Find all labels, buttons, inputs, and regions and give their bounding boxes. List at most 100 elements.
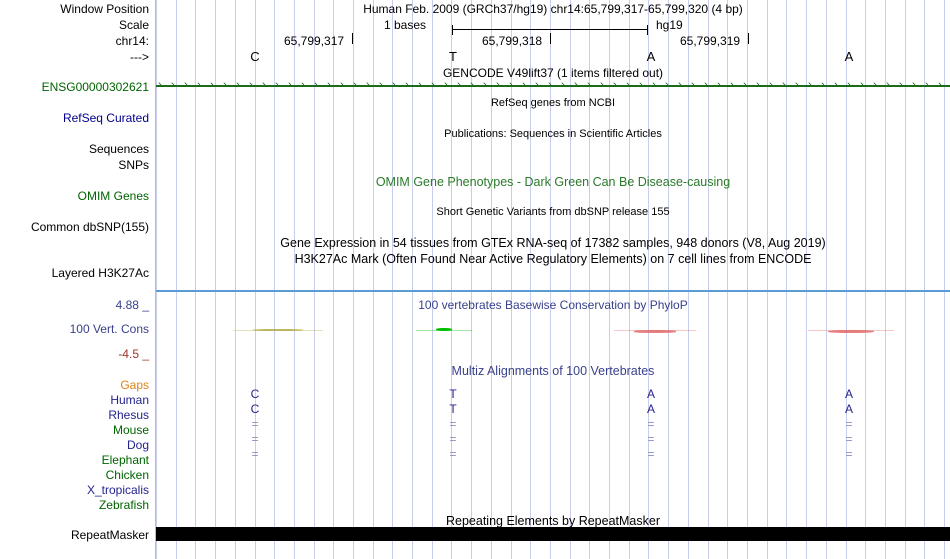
ruler-coord-1: 65,799,318 [482,34,543,48]
gene-strand-arrow-icon: › [288,79,292,91]
gene-strand-arrow-icon: › [431,79,435,91]
sidebar-item-gaps[interactable]: Gaps [120,378,149,392]
gene-strand-arrow-icon: › [665,79,669,91]
track-content-area: Human Feb. 2009 (GRCh37/hg19) chr14:65,7… [156,0,950,559]
alignment-base-x_tropicalis [445,477,461,492]
gene-strand-arrow-icon: › [535,79,539,91]
gene-strand-arrow-icon: › [483,79,487,91]
sidebar-item-species-x-tropicalis[interactable]: X_tropicalis [86,483,149,497]
cons-axis-max: 4.88 _ [115,298,149,312]
ruler-coord-tick-2 [748,33,749,44]
gene-strand-arrow-icon: › [860,79,864,91]
sidebar-item-species-dog[interactable]: Dog [126,438,149,452]
ruler-coord-0: 65,799,317 [284,34,345,48]
sidebar-item-omim-genes[interactable]: OMIM Genes [77,189,149,203]
alignment-base-elephant: = [251,447,259,461]
gene-strand-arrow-icon: › [561,79,565,91]
gene-line [156,85,950,87]
sidebar-item-snps[interactable]: SNPs [118,158,149,172]
gene-strand-arrow-icon: › [873,79,877,91]
label-chromosome: chr14: [115,34,149,48]
track-title-publications: Publications: Sequences in Scientific Ar… [444,128,662,140]
alignment-base-x_tropicalis [643,477,659,492]
alignment-base-human: A [646,387,655,401]
gene-strand-arrow-icon: › [301,79,305,91]
ruler-coord-tick-0 [352,33,353,44]
alignment-base-human: C [250,387,260,401]
alignment-base-x_tropicalis [247,477,263,492]
alignment-base-elephant: = [845,447,853,461]
sidebar-item-species-elephant[interactable]: Elephant [101,453,149,467]
sidebar-item-species-human[interactable]: Human [110,393,149,407]
sidebar-item-common-dbsnp[interactable]: Common dbSNP(155) [30,220,149,234]
alignment-base-chicken [841,462,857,477]
gene-strand-arrow-icon: › [366,79,370,91]
gene-strand-arrow-icon: › [639,79,643,91]
repeatmasker-feature-bar[interactable] [156,527,950,541]
sidebar-item-layered-h3k27ac[interactable]: Layered H3K27Ac [51,266,149,280]
label-window-position: Window Position [60,2,149,16]
track-title-refseq: RefSeq genes from NCBI [490,97,616,109]
sidebar-item-gencode-gene[interactable]: ENSG00000302621 [41,80,149,94]
gene-strand-arrow-icon: › [847,79,851,91]
track-title-gtex: Gene Expression in 54 tissues from GTEx … [280,236,826,250]
gencode-gene-strand-track[interactable]: › › › › › › › › › › › › › › › › › › › › › › › › › › › › › › › › › › › › › › › ›… [156,79,950,92]
gene-strand-arrow-icon: › [756,79,760,91]
alignment-base-elephant: = [647,447,655,461]
gene-strand-arrow-icon: › [314,79,318,91]
ruler-base-2: A [646,49,656,64]
gene-strand-arrow-icon: › [327,79,331,91]
alignment-base-zebrafish [445,492,461,507]
gene-strand-arrow-icon: › [743,79,747,91]
alignment-column: C C = = = [247,387,263,507]
sidebar-item-species-rhesus[interactable]: Rhesus [108,408,149,422]
gene-strand-arrow-icon: › [587,79,591,91]
track-title-repeatmasker: Repeating Elements by RepeatMasker [445,514,660,528]
gene-strand-arrow-icon: › [262,79,266,91]
alignment-base-dog: = [449,432,457,446]
gene-strand-arrow-icon: › [613,79,617,91]
sidebar-item-species-chicken[interactable]: Chicken [105,468,149,482]
alignment-base-mouse: = [449,417,457,431]
gene-strand-arrow-icon: › [223,79,227,91]
track-title-omim: OMIM Gene Phenotypes - Dark Green Can Be… [375,175,731,189]
track-title-gencode: GENCODE V49lift37 (1 items filtered out) [442,66,664,80]
track-title-multiz: Multiz Alignments of 100 Vertebrates [451,364,655,378]
gene-strand-arrow-icon: › [210,79,214,91]
gene-strand-arrow-icon: › [938,79,942,91]
gene-strand-arrow-icon: › [574,79,578,91]
sidebar-item-repeatmasker[interactable]: RepeatMasker [70,528,149,542]
alignment-base-mouse: = [647,417,655,431]
gene-strand-arrow-icon: › [548,79,552,91]
gene-strand-arrow-icon: › [522,79,526,91]
gene-strand-arrow-icon: › [899,79,903,91]
gene-strand-arrow-icon: › [717,79,721,91]
alignment-base-dog: = [845,432,853,446]
label-scale: Scale [118,18,149,32]
track-title-phylop: 100 vertebrates Basewise Conservation by… [418,298,688,312]
gene-strand-arrow-icon: › [678,79,682,91]
gene-strand-arrow-icon: › [496,79,500,91]
alignment-column: A A = = = [643,387,659,507]
phylop-conservation-plot[interactable] [156,296,950,358]
sidebar-item-species-zebrafish[interactable]: Zebrafish [98,498,149,512]
gene-strand-arrow-icon: › [652,79,656,91]
gene-strand-arrow-icon: › [821,79,825,91]
sidebar-item-species-mouse[interactable]: Mouse [112,423,149,437]
gene-strand-arrow-icon: › [470,79,474,91]
alignment-base-x_tropicalis [841,477,857,492]
sidebar-item-100-vert-cons[interactable]: 100 Vert. Cons [69,322,149,336]
gene-strand-arrow-icon: › [392,79,396,91]
alignment-base-rhesus: A [646,402,655,416]
left-divider-line [155,0,156,559]
sidebar-item-sequences[interactable]: Sequences [88,142,149,156]
alignment-base-human: A [844,387,853,401]
gene-strand-arrow-icon: › [509,79,513,91]
gene-strand-arrow-icon: › [197,79,201,91]
gene-strand-arrow-icon: › [925,79,929,91]
sidebar-item-refseq-curated[interactable]: RefSeq Curated [62,111,149,125]
conservation-peak [634,330,676,333]
alignment-column: T T = = = [445,387,461,507]
gene-strand-arrow-icon: › [158,79,162,91]
gene-strand-arrow-icon: › [795,79,799,91]
